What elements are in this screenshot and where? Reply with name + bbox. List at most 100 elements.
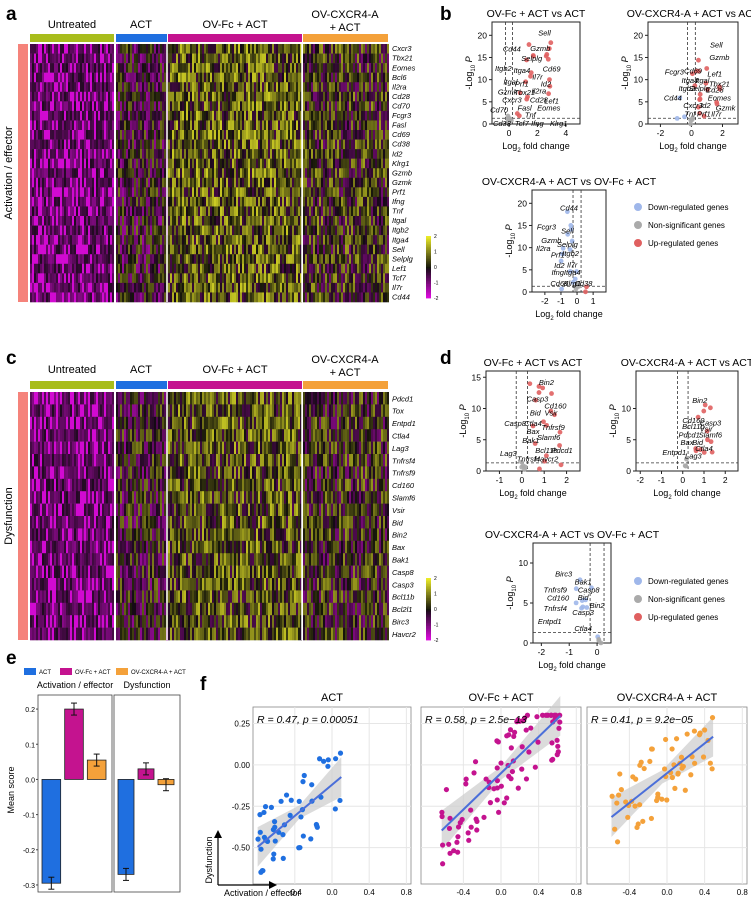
heat-cell — [369, 263, 371, 274]
heat-cell — [220, 216, 222, 226]
heat-cell — [298, 130, 300, 140]
heat-cell — [98, 273, 100, 284]
heat-cell — [329, 292, 331, 303]
heat-cell — [347, 196, 349, 207]
heat-cell — [104, 282, 106, 293]
heat-cell — [323, 168, 325, 179]
heat-cell — [80, 282, 82, 293]
heat-cell — [146, 130, 148, 140]
heat-cell — [264, 263, 266, 274]
heat-cell — [387, 206, 389, 217]
heat-cell — [50, 235, 52, 245]
heat-cell — [146, 110, 148, 121]
heat-cell — [52, 44, 54, 54]
heat-cell — [66, 254, 68, 265]
heat-cell — [266, 130, 268, 140]
heat-cell — [200, 139, 202, 150]
heat-cell — [106, 82, 108, 93]
heat-cell — [94, 120, 96, 131]
heat-cell — [305, 72, 307, 83]
heat-cell — [38, 44, 40, 54]
heat-cell — [48, 206, 50, 217]
heat-cell — [230, 101, 232, 112]
heat-cell — [52, 273, 54, 284]
heat-cell — [361, 149, 363, 159]
heat-cell — [148, 101, 150, 112]
heat-cell — [284, 216, 286, 226]
heat-cell — [238, 53, 240, 64]
heat-cell — [116, 244, 118, 255]
heat-cell — [327, 187, 329, 198]
heat-cell — [90, 273, 92, 284]
heat-cell — [36, 44, 38, 54]
heat-cell — [128, 196, 130, 207]
heat-cell — [361, 196, 363, 207]
heat-cell — [365, 139, 367, 150]
group-bar-ACT — [116, 381, 167, 389]
heat-cell — [104, 91, 106, 102]
heat-cell — [311, 149, 313, 159]
heat-cell — [284, 120, 286, 131]
heat-cell — [224, 292, 226, 303]
heat-cell — [74, 206, 76, 217]
heat-cell — [220, 292, 222, 303]
heat-cell — [54, 292, 56, 303]
heat-cell — [156, 206, 158, 217]
heat-cell — [46, 158, 48, 169]
heat-cell — [158, 63, 160, 73]
heat-cell — [248, 235, 250, 245]
heat-cell — [186, 139, 188, 150]
heat-cell — [38, 130, 40, 140]
heat-cell — [150, 101, 152, 112]
heat-cell — [307, 101, 309, 112]
heat-cell — [218, 225, 220, 236]
heat-cell — [387, 91, 389, 102]
heat-cell — [68, 120, 70, 131]
heat-cell — [204, 82, 206, 93]
heat-cell — [238, 72, 240, 83]
heat-cell — [355, 292, 357, 303]
heat-cell — [266, 196, 268, 207]
heat-cell — [130, 225, 132, 236]
heat-cell — [34, 72, 36, 83]
heat-cell — [365, 101, 367, 112]
heat-cell — [110, 244, 112, 255]
heat-cell — [292, 72, 294, 83]
heat-cell — [176, 168, 178, 179]
heat-cell — [214, 53, 216, 64]
heat-cell — [208, 44, 210, 54]
heat-cell — [30, 53, 32, 64]
heat-cell — [276, 63, 278, 73]
heat-cell — [218, 53, 220, 64]
heat-cell — [60, 110, 62, 121]
heat-cell — [130, 120, 132, 131]
heat-cell — [126, 139, 128, 150]
heat-cell — [70, 72, 72, 83]
heat-cell — [70, 206, 72, 217]
heat-cell — [58, 53, 60, 64]
heat-cell — [250, 82, 252, 93]
heat-cell — [270, 82, 272, 93]
heat-cell — [40, 120, 42, 131]
heat-cell — [359, 139, 361, 150]
heat-cell — [40, 72, 42, 83]
heat-cell — [50, 101, 52, 112]
heat-cell — [246, 282, 248, 293]
heat-cell — [341, 244, 343, 255]
heat-cell — [130, 53, 132, 64]
heat-cell — [112, 72, 114, 83]
heat-cell — [278, 53, 280, 64]
heat-cell — [194, 206, 196, 217]
heat-cell — [264, 216, 266, 226]
colorbar-cell — [426, 259, 431, 262]
heat-cell — [140, 206, 142, 217]
heat-cell — [44, 44, 46, 54]
heat-cell — [272, 110, 274, 121]
heat-cell — [264, 44, 266, 54]
heat-cell — [110, 225, 112, 236]
heat-cell — [303, 72, 305, 83]
heat-cell — [282, 63, 284, 73]
heat-cell — [170, 216, 172, 226]
heat-cell — [262, 91, 264, 102]
heat-cell — [264, 53, 266, 64]
